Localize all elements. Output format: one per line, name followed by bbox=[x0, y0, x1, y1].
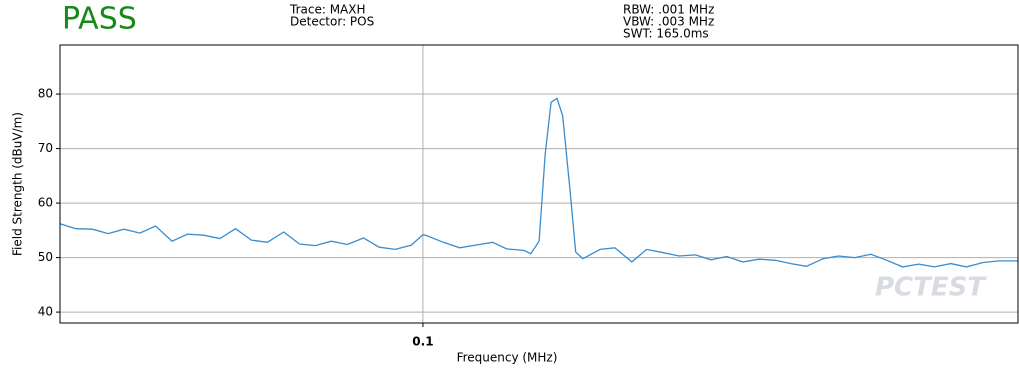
y-tick-label: 70 bbox=[38, 141, 53, 155]
y-tick-label: 80 bbox=[38, 87, 53, 101]
vbw: VBW: .003 MHz bbox=[623, 15, 714, 29]
status: PASS bbox=[62, 2, 137, 37]
y-axis-label: Field Strength (dBuV/m) bbox=[11, 112, 25, 256]
detector: Detector: POS bbox=[290, 15, 374, 29]
trace: Trace: MAXH bbox=[289, 3, 366, 17]
y-tick-label: 40 bbox=[38, 305, 53, 319]
swt: SWT: 165.0ms bbox=[623, 27, 709, 41]
plot-frame bbox=[59, 44, 1019, 324]
y-tick-label: 50 bbox=[38, 250, 53, 264]
y-tick-label: 60 bbox=[38, 196, 53, 210]
x-tick-label: 0.1 bbox=[412, 335, 433, 349]
rbw: RBW: .001 MHz bbox=[623, 3, 714, 17]
watermark: PCTEST bbox=[875, 273, 987, 303]
data-line bbox=[59, 97, 1018, 268]
x-axis-label: Frequency (MHz) bbox=[457, 351, 558, 365]
